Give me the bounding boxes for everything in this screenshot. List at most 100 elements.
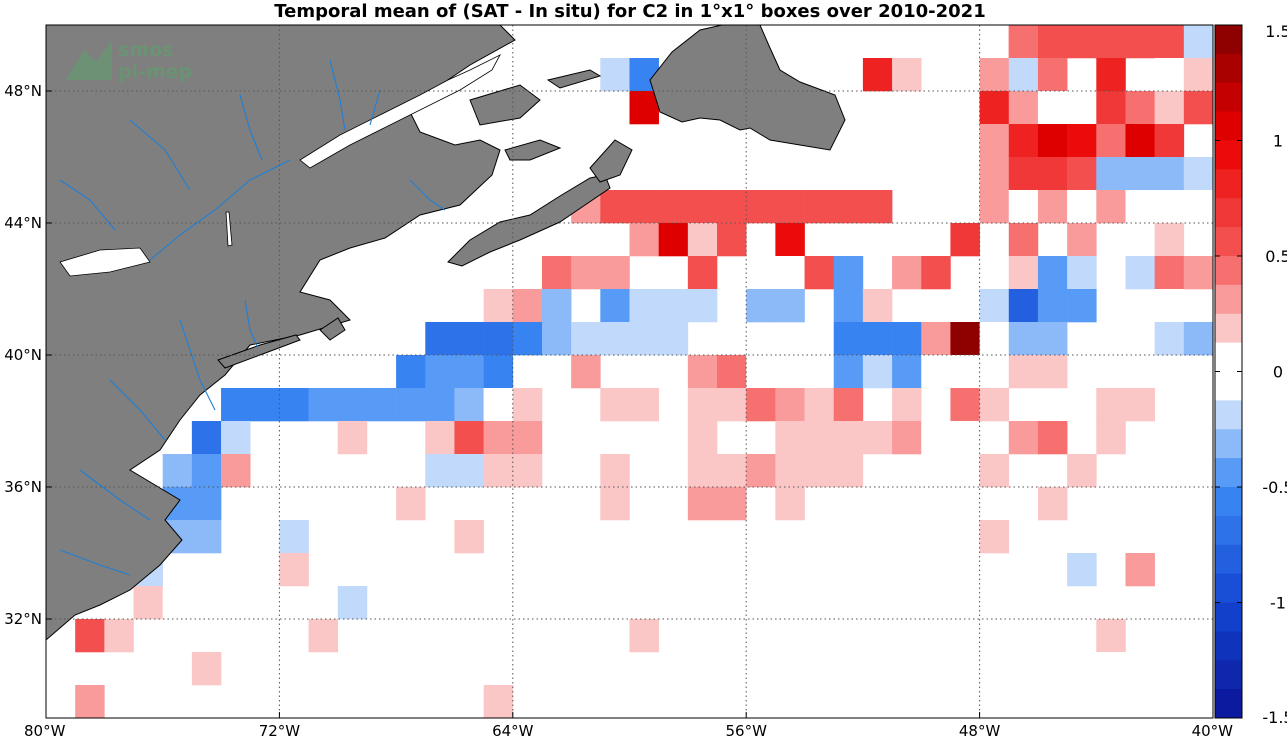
saint-lawrence-estuary <box>299 54 501 169</box>
heatmap-cell <box>1008 58 1039 92</box>
heatmap-cell <box>950 322 980 356</box>
heatmap-cell <box>1154 157 1185 191</box>
x-tick-label: 48°W <box>959 722 1001 738</box>
heatmap-cell <box>1008 256 1039 290</box>
heatmap-cell <box>979 454 1010 488</box>
heatmap-cell <box>425 388 455 422</box>
heatmap-cell <box>775 256 805 290</box>
heatmap-cell <box>1067 91 1097 125</box>
heatmap-cell <box>950 355 980 389</box>
heatmap-cell <box>658 190 689 224</box>
land-long-island <box>217 334 301 369</box>
heatmap-cell <box>512 619 543 653</box>
colorbar-segment <box>1215 227 1242 257</box>
heatmap-cell <box>483 421 514 455</box>
heatmap-cell <box>717 190 747 224</box>
heatmap-cell <box>1154 289 1185 323</box>
land-newfoundland <box>649 25 846 151</box>
heatmap-cell <box>308 619 339 653</box>
heatmap-cell <box>775 223 805 257</box>
heatmap-cell <box>1008 289 1039 323</box>
heatmap-cell <box>775 421 805 455</box>
heatmap-cell <box>483 454 514 488</box>
heatmap-cell <box>775 454 805 488</box>
heatmap-cell <box>425 454 455 488</box>
colorbar-segment <box>1215 25 1242 55</box>
heatmap-cell <box>279 553 309 587</box>
heatmap-cell <box>1154 58 1185 92</box>
heatmap-cell <box>1067 553 1097 587</box>
heatmap-cell <box>337 388 368 422</box>
heatmap-cell <box>600 322 630 356</box>
heatmap-cell <box>717 223 747 257</box>
heatmap-cell <box>1067 223 1097 257</box>
colorbar-segment <box>1215 284 1242 315</box>
heatmap-cell <box>571 355 601 389</box>
heatmap-cell <box>892 256 922 290</box>
heatmap-cell <box>833 355 864 389</box>
heatmap-cell <box>1096 619 1126 653</box>
heatmap-cell <box>717 454 747 488</box>
heatmap-cell <box>191 421 222 455</box>
heatmap-cell <box>833 388 864 422</box>
heatmap-cell <box>1037 289 1068 323</box>
heatmap-cell <box>541 256 572 290</box>
heatmap-cell <box>1183 157 1213 191</box>
heatmap-cell <box>804 190 835 224</box>
heatmap-cell <box>1067 157 1097 191</box>
map-frame <box>45 24 1214 719</box>
heatmap-cell <box>717 388 747 422</box>
heatmap-cell <box>921 355 951 389</box>
heatmap-cell <box>833 256 864 290</box>
colorbar-segment <box>1215 53 1242 84</box>
colorbar-segment <box>1215 515 1242 546</box>
heatmap-cell <box>308 388 339 422</box>
heatmap-cell <box>1183 322 1213 356</box>
heatmap-cell <box>746 190 776 224</box>
heatmap-cell <box>1067 256 1097 290</box>
chart-title: Temporal mean of (SAT - In situ) for C2 … <box>274 1 985 22</box>
heatmap-cell <box>366 388 397 422</box>
heatmap-cell <box>979 58 1010 92</box>
colorbar-segment <box>1215 140 1242 170</box>
heatmap-cell <box>629 190 659 224</box>
heatmap-cell <box>979 520 1010 554</box>
heatmap-cell <box>804 421 835 455</box>
heatmap-cell <box>512 421 543 455</box>
heatmap-cell <box>1096 157 1126 191</box>
heatmap-cell <box>279 520 309 554</box>
land-north-america <box>46 25 516 641</box>
colorbar-tick-label: -0.5 <box>1262 478 1287 497</box>
heatmap-cell <box>1067 652 1097 686</box>
heatmap-cell <box>512 322 543 356</box>
colorbar-segment <box>1215 313 1242 344</box>
heatmap-cell <box>775 388 805 422</box>
x-tick-label: 40°W <box>1192 722 1234 738</box>
heatmap-cell <box>862 421 893 455</box>
heatmap-cell <box>658 289 689 323</box>
heatmap-cell <box>483 355 514 389</box>
heatmap-cell <box>1096 190 1126 224</box>
heatmap-cell <box>104 619 134 653</box>
heatmap-cell <box>833 289 864 323</box>
heatmap-cell <box>1096 586 1126 620</box>
heatmap-cell <box>250 388 280 422</box>
heatmap-cell <box>1154 25 1185 59</box>
heatmap-cell <box>1183 91 1213 125</box>
heatmap-cell <box>862 190 893 224</box>
colorbar-segment <box>1215 198 1242 228</box>
heatmap-cells <box>46 25 1213 718</box>
land-nova-scotia <box>447 174 611 267</box>
heatmap-cell <box>454 454 484 488</box>
inland-waters <box>59 54 501 277</box>
heatmap-cell <box>1183 58 1213 92</box>
heatmap-cell <box>687 256 718 290</box>
heatmap-cell <box>629 322 659 356</box>
heatmap-cell <box>892 388 922 422</box>
heatmap-cell <box>396 355 426 389</box>
heatmap-cell <box>862 58 893 92</box>
heatmap-cell <box>425 322 455 356</box>
heatmap-cell <box>1067 25 1097 59</box>
heatmap-cell <box>1008 157 1039 191</box>
heatmap-cell <box>833 421 864 455</box>
